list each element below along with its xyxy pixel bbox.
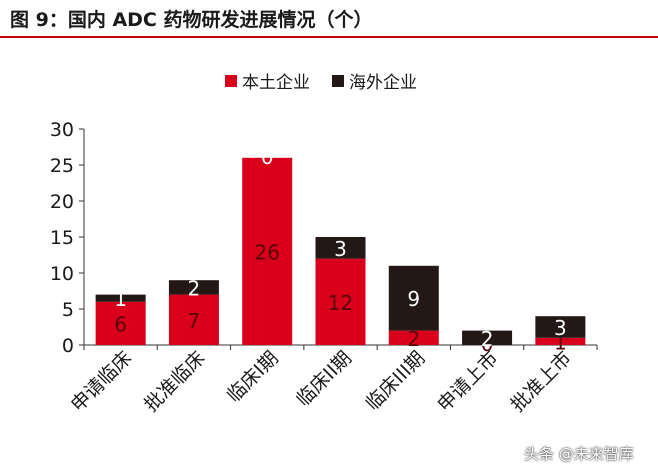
data-label-overseas: 2 <box>481 327 494 351</box>
data-label-overseas: 0 <box>261 145 274 169</box>
title-rule <box>0 36 658 38</box>
data-label-overseas: 2 <box>188 276 201 300</box>
bar-overseas <box>168 280 219 295</box>
figure-title: 图 9：国内 ADC 药物研发进展情况（个） <box>10 9 373 31</box>
data-label-domestic: 6 <box>114 312 127 336</box>
data-label-domestic: 26 <box>254 240 279 264</box>
chart-legend: 本土企业 海外企业 <box>225 68 439 93</box>
y-tick-label: 25 <box>50 155 74 177</box>
data-label-overseas: 3 <box>334 237 347 261</box>
x-category-label: 批准上市 <box>507 347 576 416</box>
bar-overseas <box>95 294 146 302</box>
x-category-label: 申请上市 <box>433 347 502 416</box>
x-category-label: 申请临床 <box>67 347 136 416</box>
legend-label-overseas: 海外企业 <box>349 73 417 93</box>
legend-item-domestic: 本土企业 <box>225 68 310 93</box>
x-category-label: 临床II期 <box>292 347 356 411</box>
bar-overseas <box>315 237 366 259</box>
data-label-overseas: 9 <box>407 287 420 311</box>
bar-domestic <box>315 258 366 345</box>
y-tick-label: 10 <box>50 263 74 285</box>
data-label-overseas: 3 <box>554 316 567 340</box>
data-label-domestic: 2 <box>407 327 420 351</box>
legend-swatch-overseas <box>332 74 344 87</box>
bar-domestic <box>168 294 219 345</box>
y-tick-label: 0 <box>62 335 74 357</box>
bar-domestic <box>388 330 439 345</box>
x-category-label: 临床I期 <box>223 347 283 407</box>
bar-domestic <box>242 157 293 345</box>
legend-label-domestic: 本土企业 <box>242 73 310 93</box>
bar-domestic <box>535 337 586 345</box>
legend-item-overseas: 海外企业 <box>332 68 417 93</box>
watermark: 头条 @未来智库 <box>524 445 634 463</box>
y-tick-label: 5 <box>62 299 74 321</box>
x-category-label: 临床III期 <box>362 347 430 415</box>
bar-overseas <box>462 330 513 345</box>
y-tick-label: 30 <box>50 119 74 141</box>
y-tick-label: 15 <box>50 227 74 249</box>
data-label-domestic: 7 <box>188 309 201 333</box>
bar-overseas <box>535 316 586 338</box>
legend-swatch-domestic <box>225 74 237 87</box>
x-category-label: 批准临床 <box>140 347 209 416</box>
y-tick-label: 20 <box>50 191 74 213</box>
bar-domestic <box>95 301 146 345</box>
data-label-domestic: 12 <box>328 291 353 315</box>
bar-overseas <box>388 265 439 331</box>
data-label-overseas: 1 <box>114 287 127 311</box>
